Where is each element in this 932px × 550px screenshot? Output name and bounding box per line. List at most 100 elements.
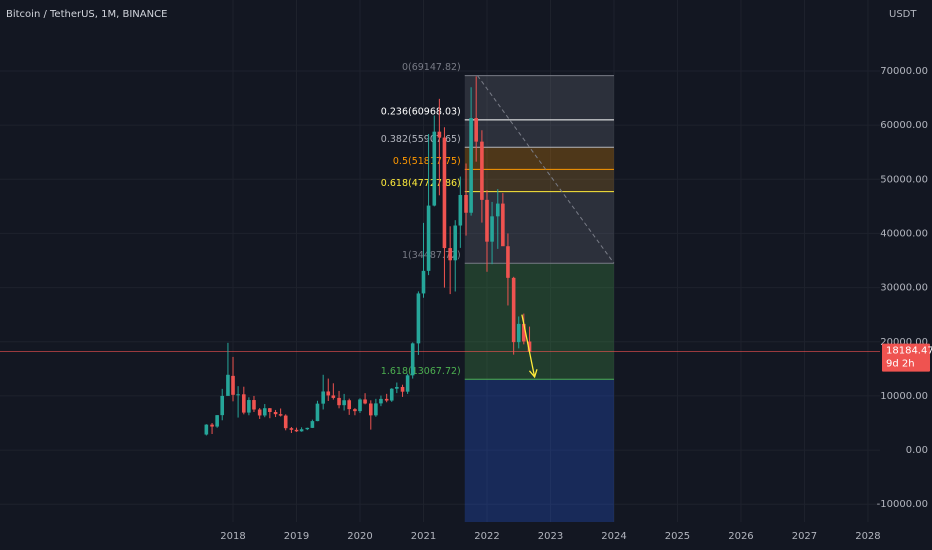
candle-body: [426, 205, 431, 271]
candle-body: [416, 293, 421, 344]
x-tick-label: 2024: [601, 531, 626, 542]
fib-level-label: 0.618(47727.86): [381, 178, 461, 189]
candle-body: [395, 386, 399, 389]
price-tag: [882, 343, 930, 372]
plot-area: 2018 2019 2020 2021 2022 2023 2024 2025 2026 2027…: [0, 0, 881, 542]
fib-level-label: 0.236(60968.03): [381, 106, 461, 117]
fib-zone-below: [464, 379, 614, 522]
y-tick-label: -10000.00: [877, 499, 928, 510]
fib-level-label: 1.618(13067.72): [381, 366, 461, 377]
fib-zone: [464, 169, 614, 192]
price-axis: 70000.00 60000.00 50000.00 40000.00 30000.00…: [877, 66, 932, 510]
candle-body: [464, 194, 468, 213]
candle-body: [305, 427, 310, 430]
candle-body: [342, 400, 346, 406]
fib-zone: [464, 119, 614, 148]
candle-body: [215, 415, 219, 427]
candle-body: [485, 199, 489, 242]
candle-body: [527, 341, 532, 352]
candle-body: [353, 409, 357, 412]
candle-body: [400, 386, 405, 392]
candle-body: [448, 248, 452, 261]
fib-level-label: 0(69147.82): [402, 62, 461, 73]
candle-body: [226, 374, 230, 396]
candle-body: [421, 270, 426, 294]
candle-body: [368, 403, 373, 416]
candle-body: [289, 428, 294, 430]
candle-body: [262, 408, 267, 416]
candle-body: [347, 400, 352, 410]
candle-body: [374, 403, 378, 416]
candle-body: [236, 394, 240, 396]
candle-body: [437, 131, 442, 138]
candle-body: [252, 400, 256, 410]
x-tick-label: 2019: [284, 531, 309, 542]
candle-body: [405, 375, 410, 392]
x-tick-label: 2023: [538, 531, 563, 542]
candle-body: [242, 394, 246, 413]
fib-zone: [464, 147, 614, 170]
candle-body: [480, 141, 484, 200]
x-tick-label: 2018: [220, 531, 245, 542]
candle-body: [516, 323, 521, 343]
candle-body: [384, 398, 389, 401]
candle-body: [294, 429, 299, 432]
price-tag-countdown: 9d 2h: [886, 359, 915, 370]
candle-body: [506, 246, 510, 278]
y-tick-label: 10000.00: [880, 391, 928, 402]
candle-body: [326, 391, 331, 396]
candle-body: [501, 203, 505, 247]
fib-zone: [464, 191, 614, 264]
candle-body: [389, 388, 394, 401]
candle-body: [469, 118, 473, 213]
y-tick-label: 70000.00: [880, 66, 928, 77]
candle-body: [337, 397, 341, 406]
candle-body: [257, 409, 262, 416]
candle-body: [432, 131, 437, 206]
arrow-shaft: [521, 314, 536, 378]
y-tick-label: 40000.00: [880, 228, 928, 239]
candle-body: [410, 343, 415, 376]
x-tick-label: 2020: [347, 531, 372, 542]
x-tick-label: 2022: [474, 531, 499, 542]
candle-body: [363, 399, 367, 404]
candle-body: [453, 225, 458, 261]
price-tag-label: 18184.47: [886, 346, 932, 357]
candle-body: [458, 194, 463, 226]
candle-body: [495, 203, 500, 217]
candle-body: [511, 277, 516, 343]
candle-body: [379, 398, 383, 404]
fib-zone: [464, 263, 614, 380]
fib-level-label: 0.5(51817.75): [393, 156, 461, 167]
candle-body: [442, 137, 447, 249]
candle-body: [204, 424, 209, 435]
candle-body: [220, 395, 225, 416]
x-tick-label: 2026: [728, 531, 753, 542]
candle-body: [273, 411, 278, 415]
candle-body: [321, 391, 325, 404]
candle-body: [490, 216, 494, 242]
trend-line: [477, 75, 615, 264]
candle-body: [268, 408, 272, 412]
y-tick-label: 20000.00: [880, 337, 928, 348]
candle-body: [231, 375, 235, 395]
x-tick-label: 2028: [855, 531, 880, 542]
candle-body: [358, 399, 362, 412]
y-tick-label: 60000.00: [880, 120, 928, 131]
candle-body: [310, 421, 315, 428]
x-tick-label: 2021: [411, 531, 436, 542]
fib-zone: [464, 75, 614, 120]
y-tick-label: 50000.00: [880, 174, 928, 185]
fib-level-label: 1(34487.72): [402, 250, 461, 261]
candle-body: [522, 323, 526, 342]
candle-body: [315, 403, 320, 422]
x-tick-label: 2027: [792, 531, 817, 542]
y-tick-label: 0.00: [906, 445, 928, 456]
y-tick-label: 30000.00: [880, 283, 928, 294]
candle-body: [247, 400, 251, 413]
candle-body: [283, 415, 288, 429]
candle-body: [210, 424, 214, 427]
